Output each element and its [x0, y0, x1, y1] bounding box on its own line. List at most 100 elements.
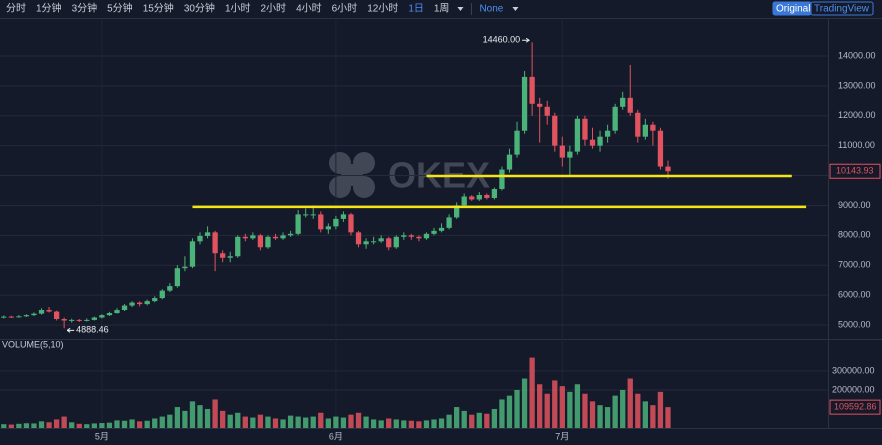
- volume-bar: [227, 414, 233, 428]
- candle-body: [499, 169, 505, 189]
- volume-bar: [212, 399, 218, 428]
- interval-button[interactable]: 6小时: [332, 3, 358, 15]
- interval-button[interactable]: 1分钟: [36, 2, 62, 15]
- candle-body: [91, 317, 97, 320]
- volume-bar: [310, 416, 316, 428]
- candle-body: [46, 310, 52, 312]
- candle-body: [235, 236, 241, 257]
- volume-bar: [46, 422, 52, 428]
- candle-body: [129, 302, 135, 306]
- volume-title: VOLUME(5,10): [2, 339, 64, 349]
- candle-body: [76, 319, 82, 321]
- candle-body: [544, 106, 550, 116]
- candle-body: [250, 235, 256, 239]
- interval-button[interactable]: 1小时: [225, 3, 251, 15]
- view-button[interactable]: Original: [776, 4, 810, 15]
- candle-body: [665, 166, 671, 172]
- candle-body: [386, 238, 392, 248]
- interval-button[interactable]: 12小时: [367, 3, 398, 15]
- volume-bar: [612, 395, 618, 428]
- candle-body: [642, 124, 648, 137]
- interval-button[interactable]: 1日: [408, 4, 424, 15]
- volume-bar: [521, 378, 528, 428]
- volume-bar: [340, 417, 347, 428]
- volume-bar: [582, 393, 588, 428]
- candle-body: [370, 241, 377, 243]
- y-tick-label: 7000.00: [838, 260, 871, 270]
- candle-body: [227, 256, 233, 258]
- y-tick-label: 8000.00: [838, 230, 871, 240]
- volume-bar: [189, 401, 196, 428]
- candle-body: [446, 217, 452, 228]
- volume-bar: [355, 412, 362, 428]
- candle-body: [469, 196, 475, 200]
- candle-body: [340, 214, 347, 219]
- indicator-select[interactable]: None: [479, 4, 503, 15]
- volume-bar: [333, 416, 339, 428]
- volume-bar: [589, 401, 596, 428]
- candle-body: [182, 266, 188, 269]
- volume-bar: [99, 423, 105, 428]
- x-tick-label: 5月: [95, 431, 109, 441]
- candle-body: [348, 214, 354, 233]
- interval-button[interactable]: 1周: [434, 3, 450, 15]
- x-tick-label: 6月: [329, 431, 343, 441]
- volume-bar: [167, 414, 173, 428]
- volume-bar: [129, 419, 135, 428]
- volume-bar: [325, 418, 331, 428]
- volume-bar: [31, 423, 37, 428]
- interval-button[interactable]: 3分钟: [72, 2, 98, 15]
- y-tick-label: 9000.00: [838, 200, 871, 210]
- candle-body: [8, 316, 14, 318]
- volume-bar: [401, 420, 407, 428]
- view-button[interactable]: TradingView: [814, 4, 870, 15]
- view-button-bg: [810, 1, 874, 16]
- candle-body: [514, 130, 520, 155]
- interval-button[interactable]: 4小时: [296, 3, 322, 15]
- candle-body: [484, 194, 490, 198]
- candle-body: [295, 214, 301, 234]
- volume-bar: [287, 415, 294, 428]
- volume-bar: [1, 424, 7, 428]
- interval-button[interactable]: 分时: [6, 3, 26, 15]
- y-tick-label: 13000.00: [838, 80, 876, 90]
- candle-body: [84, 319, 90, 321]
- candle-body: [152, 298, 158, 302]
- candle-body: [378, 238, 384, 242]
- volume-bar: [604, 407, 611, 428]
- volume-bar: [363, 416, 369, 428]
- volume-bar: [152, 418, 158, 428]
- volume-bar: [461, 410, 467, 428]
- candle-body: [438, 227, 445, 231]
- interval-button[interactable]: 5分钟: [107, 2, 133, 15]
- y2-tick-label: 300000.00: [832, 365, 875, 375]
- y-tick-label: 12000.00: [838, 110, 876, 120]
- volume-bar: [657, 391, 664, 428]
- interval-button[interactable]: 30分钟: [184, 2, 215, 15]
- candle-body: [559, 145, 565, 158]
- volume-bar: [544, 393, 550, 428]
- y-tick-label: 5000.00: [838, 319, 871, 329]
- x-tick-label: 7月: [555, 431, 569, 441]
- volume-bar: [38, 421, 45, 428]
- volume-bar: [620, 389, 626, 428]
- volume-bar: [121, 420, 128, 428]
- candle-body: [506, 154, 513, 170]
- interval-button[interactable]: 15分钟: [143, 2, 174, 15]
- volume-bar: [257, 414, 264, 428]
- volume-bar: [204, 408, 211, 428]
- candle-body: [197, 235, 203, 242]
- candle-body: [537, 103, 543, 107]
- volume-bar: [242, 416, 248, 428]
- toolbar: 分时 1分钟 3分钟 5分钟 15分钟 30分钟 1小时 2小时 4小时 6小时 12小时 1日 1周 N…: [6, 1, 874, 16]
- volume-bar: [567, 391, 573, 428]
- y-tick-label: 14000.00: [838, 50, 876, 60]
- candle-body: [204, 232, 211, 236]
- volume-bar: [91, 423, 97, 428]
- volume-bar: [627, 378, 633, 428]
- candle-body: [582, 118, 588, 140]
- interval-button[interactable]: 2小时: [261, 3, 287, 15]
- high-note: 14460.00: [483, 35, 521, 45]
- low-note: 4888.46: [76, 325, 109, 335]
